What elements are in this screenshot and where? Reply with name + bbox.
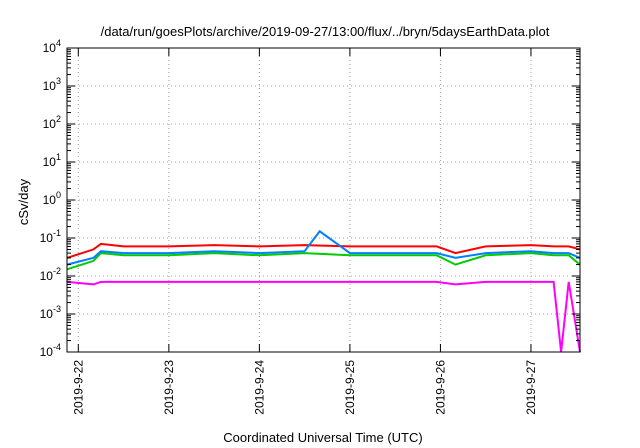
series-line-0 [66,242,581,259]
y-tick-label: 101 [43,152,61,169]
y-tick-label: 10-4 [40,342,61,359]
x-tick-label: 2019-9-25 [343,360,357,415]
y-tick-label: 10-1 [40,228,61,245]
x-tick-label: 2019-9-26 [433,360,447,415]
grid [67,48,580,352]
axis-ticks: 10-4 10-3 10-2 10-1 100 101 102 103 104 2019-9-22… [40,38,580,415]
x-tick-label: 2019-9-22 [71,360,85,415]
series-line-2 [66,229,581,266]
chart-title: /data/run/goesPlots/archive/2019-09-27/1… [101,24,550,39]
series-line-3 [66,280,581,353]
y-tick-label: 102 [43,114,61,131]
series-line-1 [66,252,581,271]
y-tick-label: 104 [43,38,61,55]
y-tick-label: 10-3 [40,304,61,321]
x-axis-label: Coordinated Universal Time (UTC) [223,430,422,445]
x-tick-label: 2019-9-24 [252,360,266,415]
y-tick-label: 100 [43,190,61,207]
y-axis-label: cSv/day [16,178,31,225]
x-tick-label: 2019-9-27 [524,360,538,415]
plot-area [66,229,581,353]
x-tick-label: 2019-9-23 [162,360,176,415]
y-tick-label: 103 [43,76,61,93]
y-tick-label: 10-2 [40,266,61,283]
